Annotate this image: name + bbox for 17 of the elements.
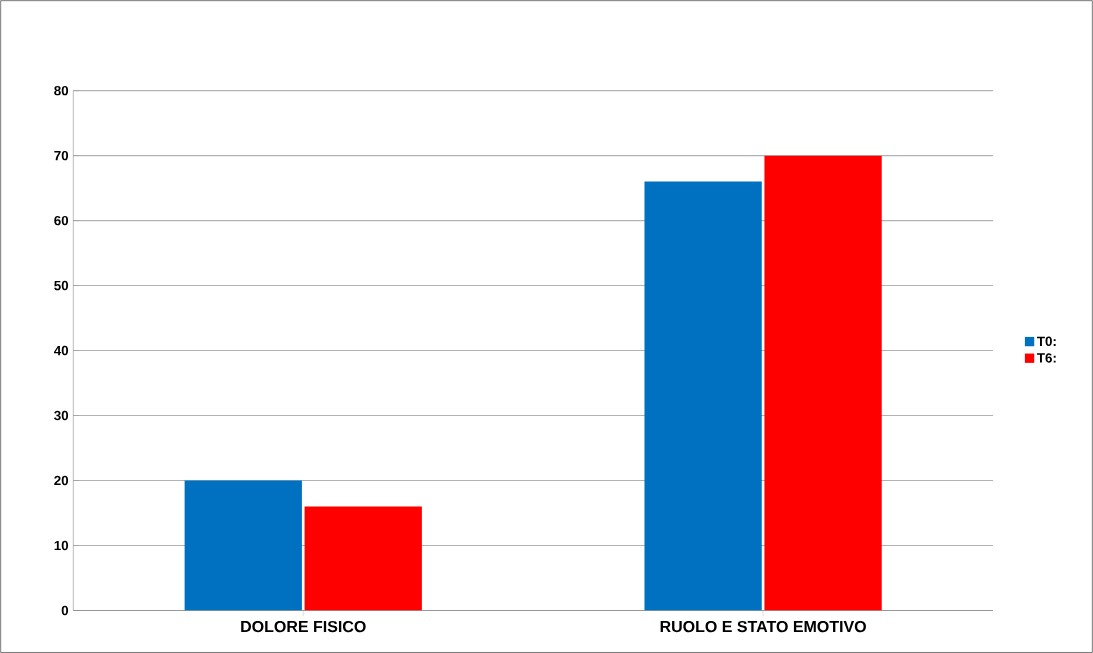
- bar: [304, 506, 422, 611]
- y-tick-label: 10: [54, 540, 69, 551]
- y-tick-label: 40: [53, 345, 69, 356]
- y-tick-label: 70: [54, 150, 69, 161]
- y-tick-label: 50: [54, 280, 69, 291]
- x-tick-label: RUOLO E STATO EMOTIVO: [660, 620, 866, 633]
- bar: [644, 181, 762, 611]
- bar: [184, 480, 302, 611]
- y-tick-label: 30: [54, 410, 69, 421]
- y-tick-label: 0: [61, 605, 69, 616]
- legend-label: T6:: [1037, 353, 1056, 363]
- y-tick-label: 80: [54, 85, 69, 96]
- y-tick-label: 20: [54, 475, 69, 486]
- legend-label: T0:: [1037, 336, 1056, 346]
- x-tick-label: DOLORE FISICO: [241, 620, 366, 633]
- y-tick-label: 60: [54, 215, 69, 226]
- bar: [764, 155, 882, 611]
